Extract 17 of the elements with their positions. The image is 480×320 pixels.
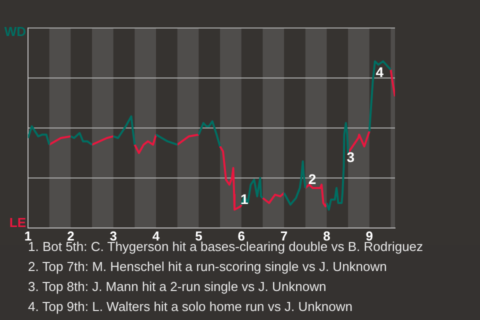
text: WD (4, 24, 26, 40)
x-tick-label: 2 (67, 228, 74, 244)
x-tick-label: 8 (323, 228, 330, 244)
annotation: 3 (346, 149, 355, 166)
x-tick-label: 4 (152, 228, 160, 244)
x-tick-label: 7 (280, 228, 288, 244)
x-tick-label: 5 (195, 228, 202, 244)
x-tick-label: 6 (238, 228, 245, 244)
annotation: 4 (376, 64, 384, 80)
text: 4. Top 9th: L. Walters hit a solo home run vs J. Unknown (28, 298, 354, 316)
annotation: 1 (240, 190, 249, 207)
text: 3. Top 8th: J. Mann hit a 2-run single vs J. Unknown (28, 278, 328, 296)
x-tick-label: 9 (366, 228, 374, 244)
text: 2. Top 7th: M. Henschel hit a run-scoring single vs J. Unknown (28, 258, 388, 276)
annotation: 2 (308, 170, 316, 187)
text: LE (9, 215, 26, 230)
x-tick-label: 1 (24, 228, 32, 244)
